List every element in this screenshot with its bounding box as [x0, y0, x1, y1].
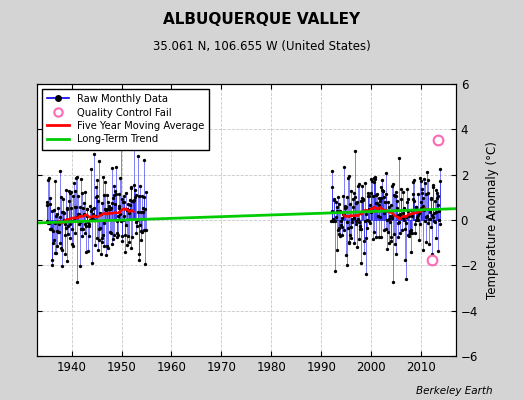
Text: 35.061 N, 106.655 W (United States): 35.061 N, 106.655 W (United States) [153, 40, 371, 53]
Text: Berkeley Earth: Berkeley Earth [416, 386, 493, 396]
Text: ALBUQUERQUE VALLEY: ALBUQUERQUE VALLEY [163, 12, 361, 27]
Legend: Raw Monthly Data, Quality Control Fail, Five Year Moving Average, Long-Term Tren: Raw Monthly Data, Quality Control Fail, … [42, 89, 209, 150]
Y-axis label: Temperature Anomaly (°C): Temperature Anomaly (°C) [486, 141, 499, 299]
